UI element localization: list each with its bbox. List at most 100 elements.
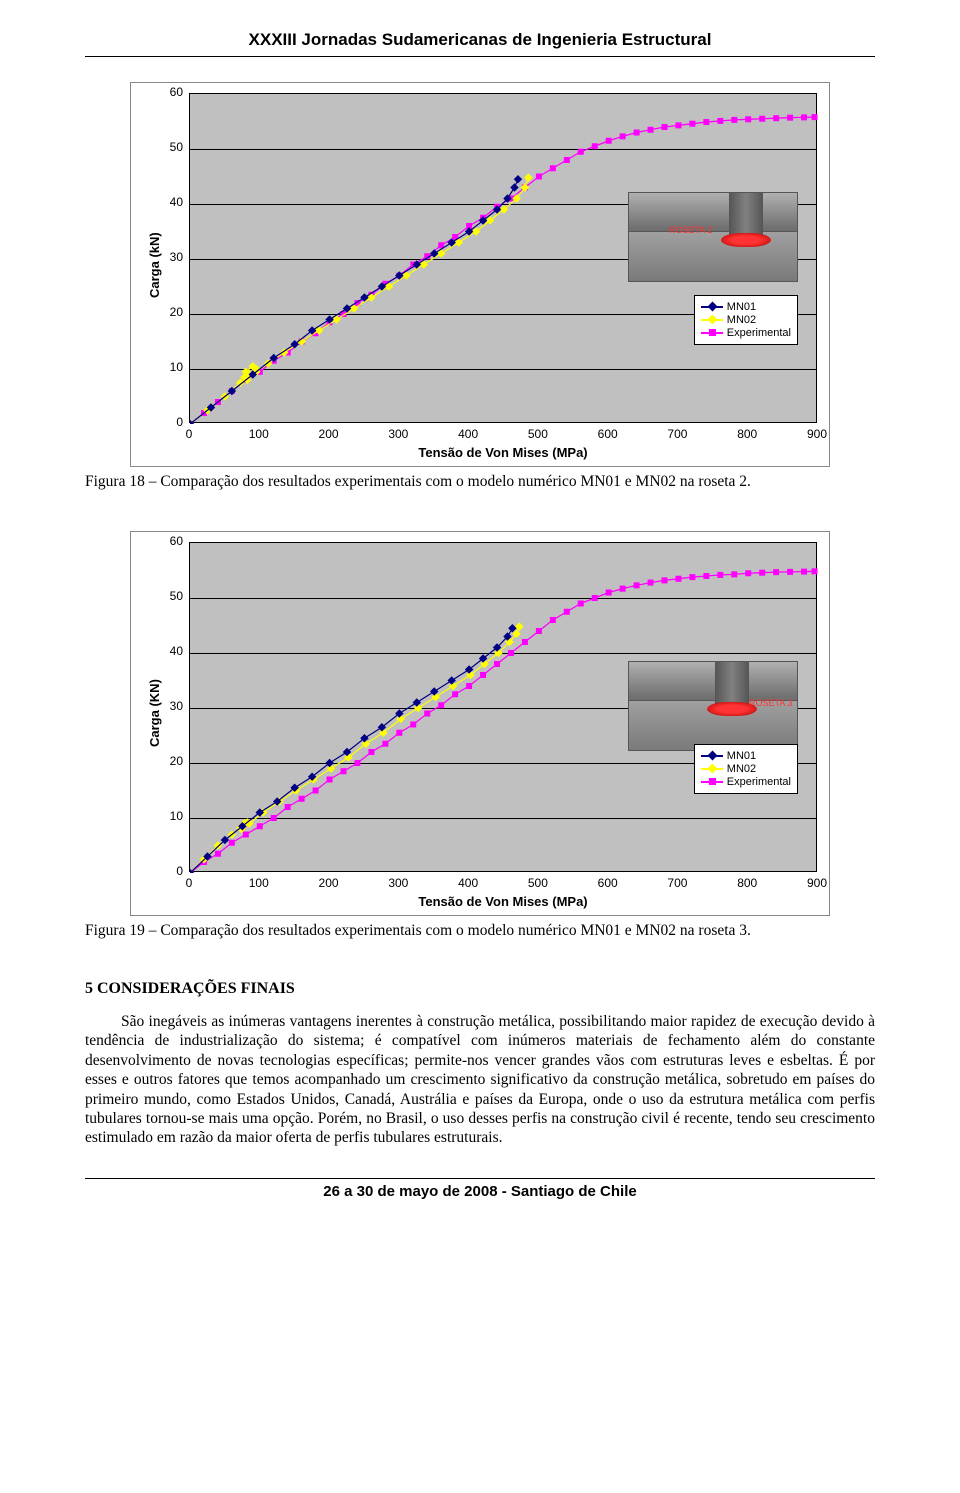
series-marker (606, 590, 612, 596)
series-marker (382, 741, 388, 747)
series-marker (731, 117, 737, 123)
legend-label: MN01 (727, 750, 756, 762)
series-marker (717, 118, 723, 124)
series-marker (731, 571, 737, 577)
caption-figure-18: Figura 18 – Comparação dos resultados ex… (85, 473, 875, 491)
series-marker (675, 576, 681, 582)
series-marker (703, 119, 709, 125)
legend-item: Experimental (701, 776, 791, 788)
xaxis-title: Tensão de Von Mises (MPa) (189, 894, 817, 909)
series-marker (271, 815, 277, 821)
series-marker (661, 124, 667, 130)
ytick-label: 40 (155, 644, 183, 658)
xtick-label: 800 (729, 876, 765, 890)
series-marker (787, 115, 793, 121)
xtick-label: 500 (520, 876, 556, 890)
xtick-label: 900 (799, 427, 835, 441)
series-marker (438, 702, 444, 708)
legend-label: MN01 (727, 301, 756, 313)
plot-area: ROSETA 3 MN01MN02Experimental (189, 542, 817, 872)
series-marker (634, 130, 640, 136)
xaxis-title: Tensão de Von Mises (MPa) (189, 445, 817, 460)
series-marker (564, 609, 570, 615)
series-marker (494, 661, 500, 667)
series-marker (759, 116, 765, 122)
xtick-label: 700 (659, 876, 695, 890)
ytick-label: 20 (155, 305, 183, 319)
conference-footer: 26 a 30 de mayo de 2008 - Santiago de Ch… (85, 1178, 875, 1200)
series-marker (514, 175, 522, 183)
xtick-label: 100 (241, 427, 277, 441)
series-marker (787, 569, 793, 575)
series-marker (592, 595, 598, 601)
series-marker (480, 672, 486, 678)
series-marker (452, 691, 458, 697)
xtick-label: 0 (171, 876, 207, 890)
body-paragraph: São inegáveis as inúmeras vantagens iner… (85, 1012, 875, 1148)
ytick-label: 60 (155, 534, 183, 548)
xtick-label: 500 (520, 427, 556, 441)
series-marker (524, 173, 532, 181)
series-marker (564, 157, 570, 163)
series-marker (801, 114, 807, 120)
series-marker (801, 569, 807, 575)
xtick-label: 400 (450, 427, 486, 441)
xtick-label: 900 (799, 876, 835, 890)
section-title: 5 CONSIDERAÇÕES FINAIS (85, 980, 875, 998)
legend-item: Experimental (701, 327, 791, 339)
series-marker (689, 121, 695, 127)
xtick-label: 0 (171, 427, 207, 441)
legend-item: MN01 (701, 301, 791, 313)
chart-figure-18: ROSETA 2MN01MN02Experimental010203040506… (130, 82, 830, 467)
series-marker (578, 149, 584, 155)
ytick-label: 50 (155, 589, 183, 603)
series-marker (341, 768, 347, 774)
legend-label: Experimental (727, 776, 791, 788)
series-marker (773, 569, 779, 575)
series-marker (773, 115, 779, 121)
series-marker (550, 617, 556, 623)
series-marker (648, 127, 654, 133)
xtick-label: 600 (590, 427, 626, 441)
series-marker (620, 586, 626, 592)
series-marker (424, 711, 430, 717)
xtick-label: 400 (450, 876, 486, 890)
ytick-label: 20 (155, 754, 183, 768)
series-marker (466, 683, 472, 689)
series-marker (812, 568, 818, 574)
xtick-label: 300 (380, 427, 416, 441)
caption-figure-19: Figura 19 – Comparação dos resultados ex… (85, 922, 875, 940)
ytick-label: 10 (155, 809, 183, 823)
series-marker (515, 622, 523, 630)
series-marker (759, 570, 765, 576)
yaxis-title: Carga (kN) (147, 232, 162, 298)
legend-label: Experimental (727, 327, 791, 339)
legend-label: MN02 (727, 763, 756, 775)
ytick-label: 50 (155, 140, 183, 154)
chart-figure-19: ROSETA 3MN01MN02Experimental010203040506… (130, 531, 830, 916)
ytick-label: 40 (155, 195, 183, 209)
series-marker (285, 804, 291, 810)
series-marker (229, 840, 235, 846)
series-marker (717, 572, 723, 578)
series-line-MN02 (190, 627, 519, 873)
xtick-label: 100 (241, 876, 277, 890)
series-marker (648, 580, 654, 586)
yaxis-title: Carga (KN) (147, 679, 162, 747)
xtick-label: 600 (590, 876, 626, 890)
series-marker (578, 601, 584, 607)
series-marker (410, 722, 416, 728)
ytick-label: 10 (155, 360, 183, 374)
series-marker (536, 628, 542, 634)
xtick-label: 700 (659, 427, 695, 441)
legend-item: MN02 (701, 763, 791, 775)
xtick-label: 200 (311, 427, 347, 441)
series-marker (606, 138, 612, 144)
series-marker (536, 174, 542, 180)
inset-label: ROSETA 2 (669, 225, 712, 235)
series-marker (243, 832, 249, 838)
series-marker (634, 582, 640, 588)
inset-label: ROSETA 3 (749, 698, 792, 708)
chart-inset-image: ROSETA 3 (628, 661, 798, 751)
chart-legend: MN01MN02Experimental (694, 295, 798, 345)
